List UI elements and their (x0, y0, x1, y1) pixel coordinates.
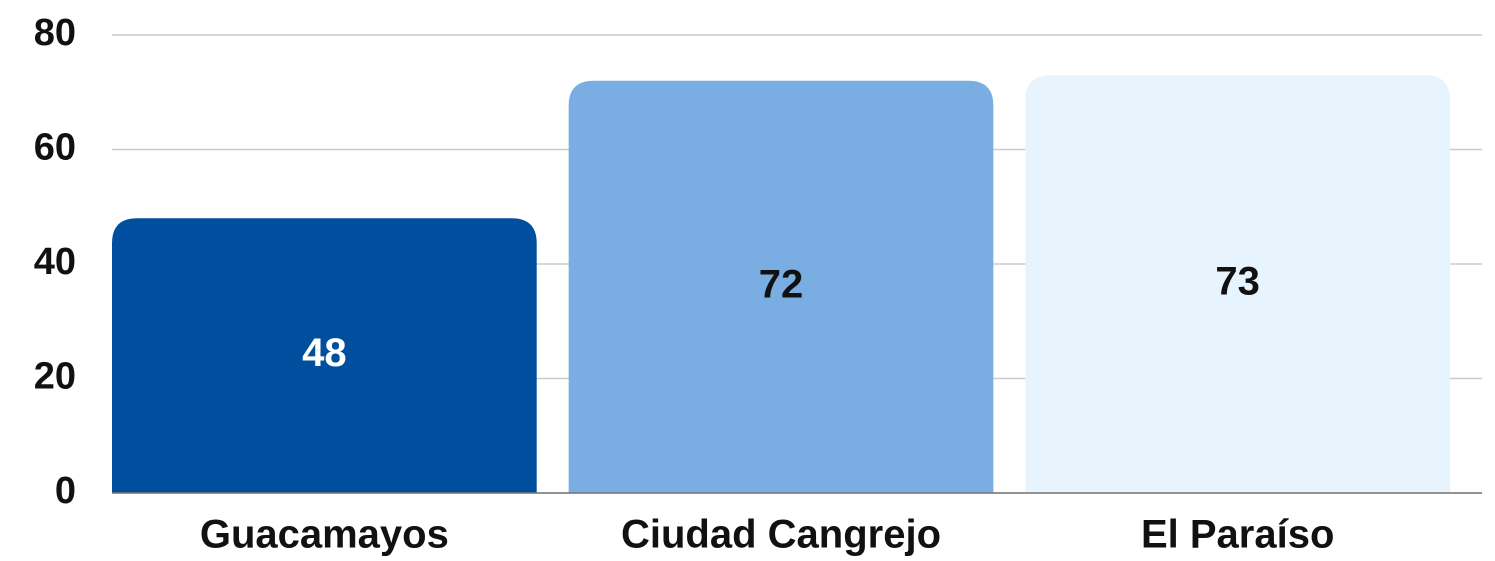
y-tick-label: 80 (34, 12, 76, 54)
bar (1025, 75, 1451, 493)
data-label: 72 (759, 262, 804, 306)
y-tick-label: 40 (34, 241, 76, 283)
data-label: 48 (302, 331, 347, 375)
bar (568, 80, 994, 494)
x-tick-label: El Paraíso (1141, 513, 1334, 557)
y-tick-label: 20 (34, 356, 76, 398)
x-tick-label: Ciudad Cangrejo (621, 513, 941, 557)
y-tick-label: 0 (55, 470, 76, 512)
bar (112, 218, 537, 493)
y-tick-label: 60 (34, 127, 76, 169)
x-tick-label: Guacamayos (200, 513, 449, 557)
data-label: 73 (1215, 260, 1260, 304)
